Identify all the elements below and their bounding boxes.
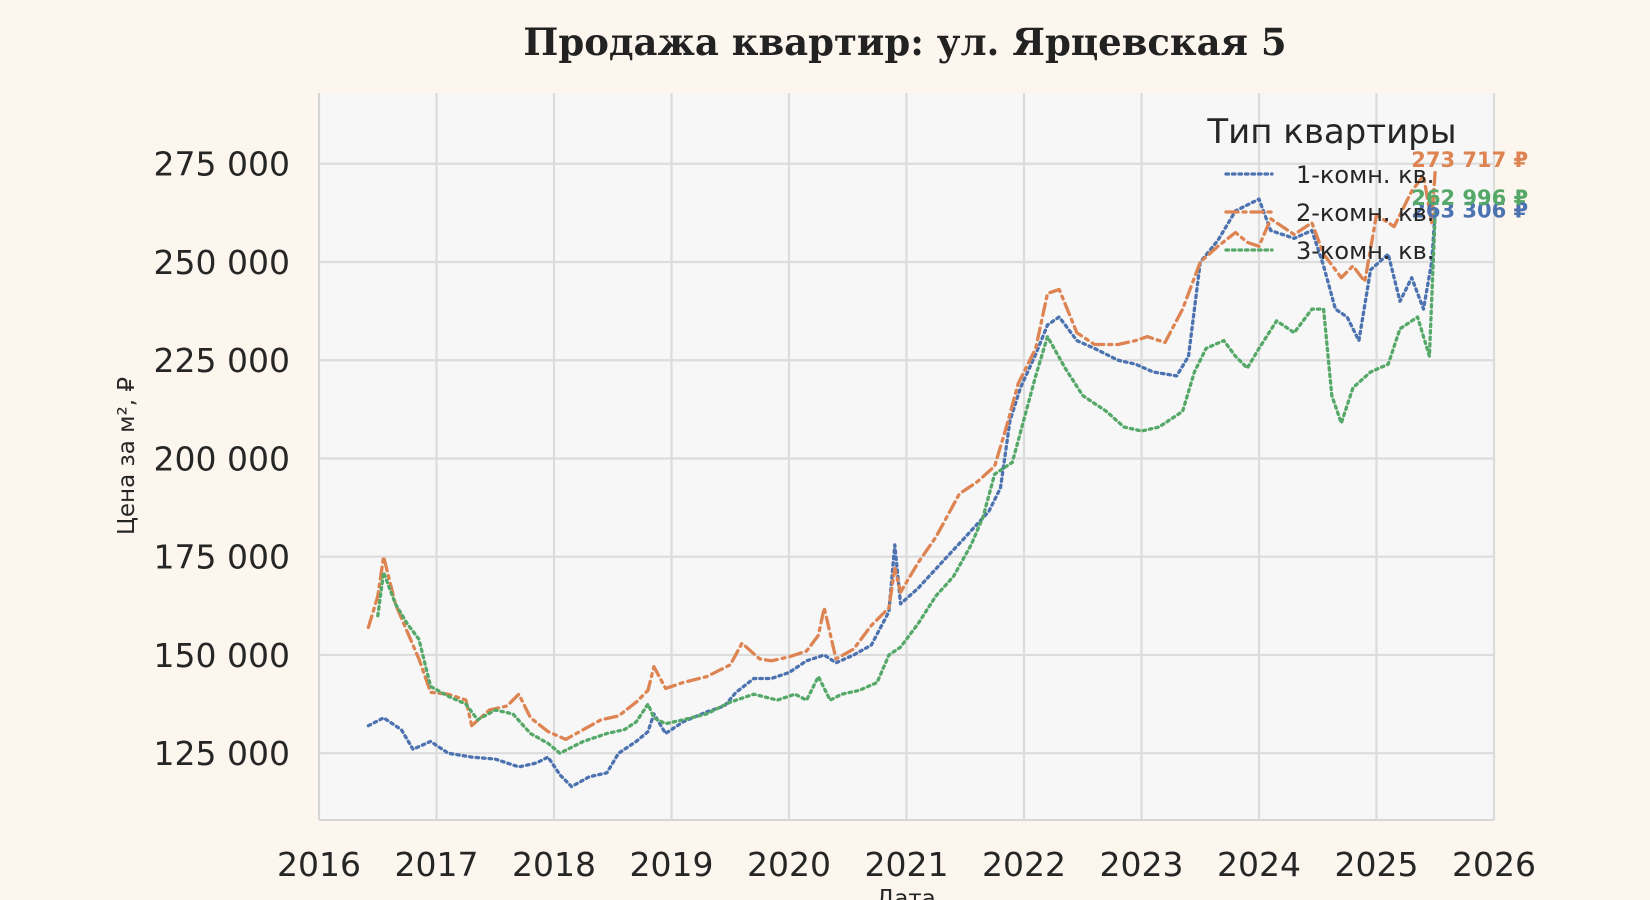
x-tick-label: 2024 xyxy=(1217,845,1301,884)
y-tick-label: 125 000 xyxy=(154,734,290,773)
y-tick-label: 225 000 xyxy=(154,341,290,380)
x-tick-label: 2018 xyxy=(512,845,596,884)
series-line-2 xyxy=(366,167,1437,742)
x-tick-label: 2023 xyxy=(1100,845,1184,884)
series-lines xyxy=(366,167,1437,789)
x-tick-labels: 2016 2017 2018 2019 2020 2021 2022 2023 2024 2025… xyxy=(277,845,1536,884)
x-tick-label: 2022 xyxy=(982,845,1066,884)
grid xyxy=(317,93,1496,820)
legend-label-2: 2-комн. кв. xyxy=(1296,199,1434,227)
series-line-1 xyxy=(366,197,1437,789)
x-tick-label: 2017 xyxy=(395,845,479,884)
legend-label-1: 1-комн. кв. xyxy=(1296,161,1434,189)
chart-title: Продажа квартир: ул. Ярцевская 5 xyxy=(523,20,1286,64)
y-tick-label: 175 000 xyxy=(154,538,290,577)
x-tick-label: 2026 xyxy=(1452,845,1536,884)
y-tick-labels: 125 000 150 000 175 000 200 000 225 000 250 0… xyxy=(154,145,290,773)
x-tick-label: 2019 xyxy=(630,845,714,884)
series-line-3 xyxy=(376,209,1437,755)
x-tick-label: 2021 xyxy=(865,845,949,884)
legend: Тип квартиры 1-комн. кв. 2-комн. кв. 3-ком… xyxy=(1206,112,1456,265)
end-labels: 263 306 ₽ 273 717 ₽ 262 996 ₽ xyxy=(1411,148,1528,223)
y-tick-label: 200 000 xyxy=(154,439,290,478)
y-tick-label: 150 000 xyxy=(154,636,290,675)
y-axis-label: Цена за м², ₽ xyxy=(114,377,140,535)
x-tick-label: 2020 xyxy=(747,845,831,884)
legend-label-3: 3-комн. кв. xyxy=(1296,237,1434,265)
x-tick-label: 2016 xyxy=(277,845,361,884)
y-tick-label: 250 000 xyxy=(154,243,290,282)
end-value-label-2: 273 717 ₽ xyxy=(1411,148,1528,172)
x-tick-label: 2025 xyxy=(1335,845,1419,884)
y-tick-label: 275 000 xyxy=(154,145,290,184)
end-value-label-1: 263 306 ₽ xyxy=(1411,199,1528,223)
legend-title: Тип квартиры xyxy=(1206,112,1456,152)
end-value-label-3: 262 996 ₽ xyxy=(1411,186,1528,210)
x-axis-label: Дата xyxy=(876,886,936,900)
